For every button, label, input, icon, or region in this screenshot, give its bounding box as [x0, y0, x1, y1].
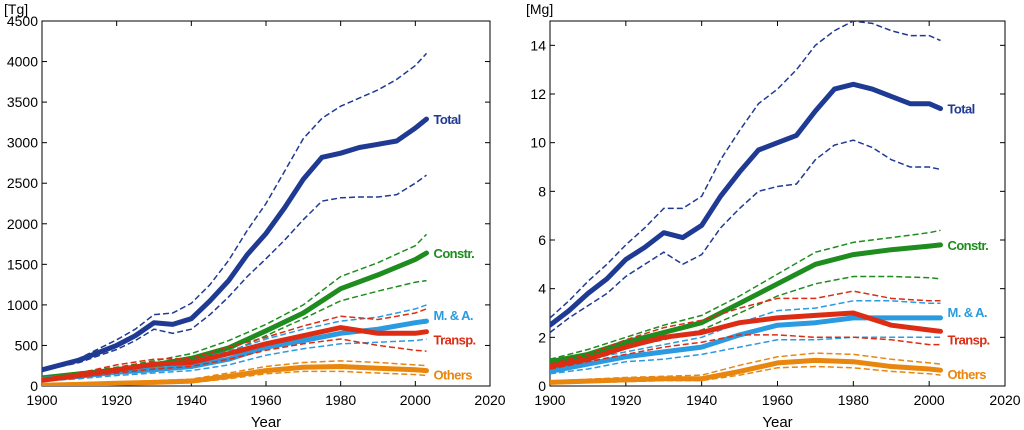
series-others-line: [42, 364, 429, 386]
series-label-transp: Transp.: [948, 332, 990, 347]
series-total-upper-bound: [550, 21, 941, 319]
y-tick-label: 12: [530, 86, 546, 102]
series-transp-upper-bound: [550, 290, 941, 365]
x-tick-label: 2000: [400, 392, 431, 408]
series-total-upper-bound: [42, 52, 428, 371]
left-chart-panel: 1900 1920 1940 1960 1980 2000 2020 0 500 1000 1500…: [4, 1, 506, 430]
x-tick-label: 1900: [26, 392, 57, 408]
y-unit-label: [Tg]: [4, 1, 28, 17]
y-tick-label: 3000: [7, 135, 38, 151]
series-constr-upper-bound: [42, 233, 428, 378]
right-chart-panel: 1900 1920 1940 1960 1980 2000 2020 0 2 4 6 8 10 12 14 […: [526, 1, 1021, 430]
y-tick-label: 0: [538, 378, 546, 394]
y-tick-label: 4500: [7, 13, 38, 29]
x-tick-label: 1900: [534, 392, 565, 408]
series-transp-lower-bound: [550, 334, 941, 370]
x-tick-label: 2000: [914, 392, 945, 408]
series-constr-line: [550, 242, 943, 365]
y-tick-label: 2500: [7, 175, 38, 191]
y-tick-label: 3500: [7, 94, 38, 110]
x-tick-label: 1980: [838, 392, 869, 408]
y-tick-label: 6: [538, 232, 546, 248]
series-total-lower-bound: [42, 174, 427, 372]
x-tick-label: 2020: [474, 392, 505, 408]
y-tick-label: 0: [30, 378, 38, 394]
y-tick-label: 14: [530, 37, 546, 53]
series-others-upper-bound: [550, 352, 941, 382]
series-transp-line: [42, 325, 429, 383]
y-tick-label: 4000: [7, 54, 38, 70]
x-tick-label: 1980: [325, 392, 356, 408]
series-constr-lower-bound: [550, 275, 941, 365]
series-transp-line: [550, 310, 943, 369]
x-tick-label: 1920: [610, 392, 641, 408]
y-tick-label: 2000: [7, 216, 38, 232]
y-tick-label: 1500: [7, 256, 38, 272]
series-label-transp: Transp.: [434, 333, 476, 348]
series-label-total: Total: [434, 112, 461, 127]
series-label-constr: Constr.: [434, 246, 475, 261]
x-tick-label: 1940: [686, 392, 717, 408]
series-label-m-a: M. & A.: [434, 308, 473, 323]
y-tick-label: 1000: [7, 297, 38, 313]
series-others-line: [550, 357, 943, 385]
x-axis-label: Year: [762, 414, 792, 430]
series-others-lower-bound: [550, 365, 941, 385]
series-label-others: Others: [434, 368, 473, 383]
x-axis-label: Year: [251, 414, 281, 430]
y-tick-label: 500: [15, 337, 39, 353]
plot-area: [42, 52, 429, 386]
series-label-m-a: M. & A.: [948, 305, 987, 320]
x-tick-label: 1960: [250, 392, 281, 408]
x-tick-label: 1920: [101, 392, 132, 408]
series-transp-lower-bound: [42, 338, 427, 382]
series-m-a-lower-bound: [42, 338, 427, 382]
series-total-lower-bound: [550, 139, 941, 334]
x-tick-label: 1960: [762, 392, 793, 408]
series-total-line: [550, 81, 943, 328]
y-tick-label: 10: [530, 135, 546, 151]
x-tick-label: 1940: [176, 392, 207, 408]
series-label-constr: Constr.: [948, 238, 989, 253]
x-tick-label: 2020: [989, 392, 1020, 408]
y-unit-label: [Mg]: [526, 1, 553, 17]
series-m-a-upper-bound: [550, 300, 941, 370]
series-transp-upper-bound: [42, 308, 427, 380]
series-total-line: [42, 116, 429, 373]
y-tick-label: 8: [538, 183, 546, 199]
series-m-a-line: [550, 315, 943, 374]
y-tick-label: 4: [538, 281, 546, 297]
series-m-a-lower-bound: [550, 336, 941, 375]
plot-area: [550, 21, 943, 385]
y-tick-label: 2: [538, 329, 546, 345]
series-constr-upper-bound: [550, 229, 941, 360]
series-label-total: Total: [948, 102, 975, 117]
series-label-others: Others: [948, 367, 987, 382]
